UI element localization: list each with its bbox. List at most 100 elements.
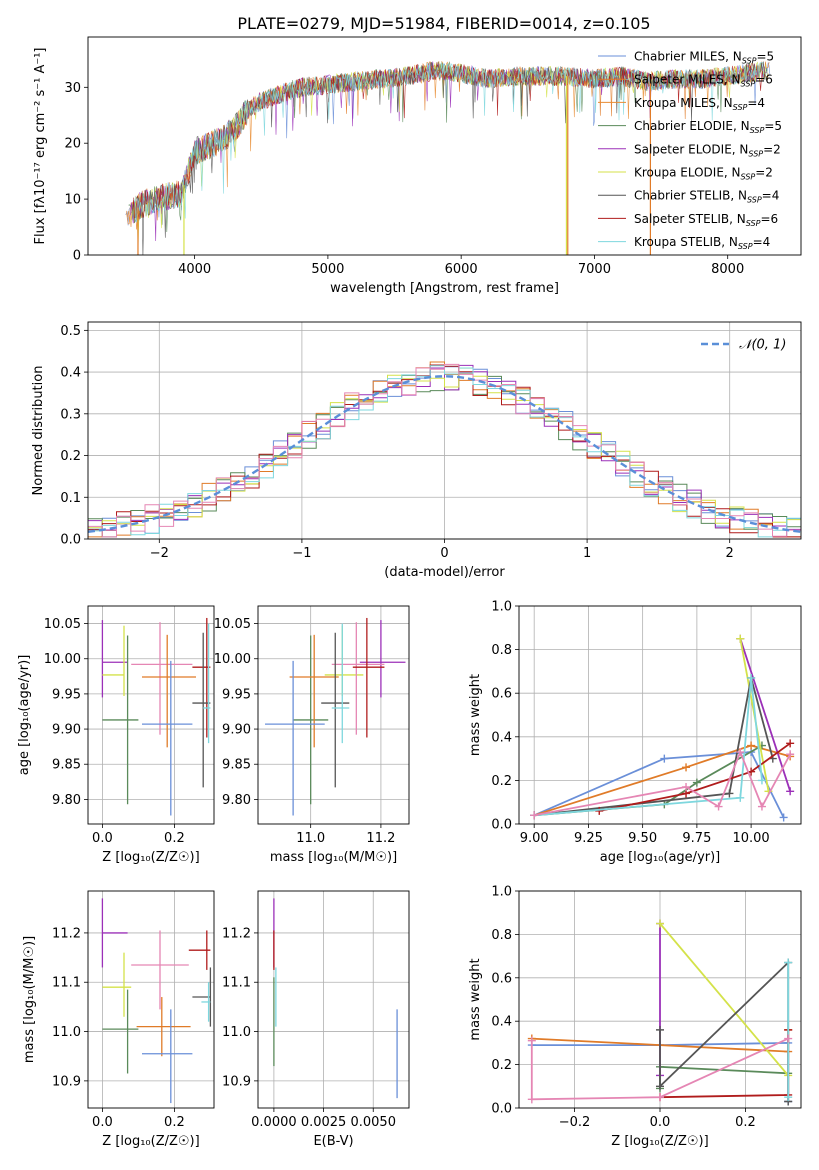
weight-line <box>659 1029 790 1099</box>
weight-line <box>534 677 774 817</box>
weight-marker <box>747 741 756 750</box>
spectrum-line <box>133 61 764 223</box>
weight-marker <box>527 1095 536 1104</box>
weight-marker <box>527 1036 536 1045</box>
error-bar <box>293 635 329 805</box>
axes-frame <box>87 36 802 256</box>
error-bar <box>192 967 212 1027</box>
y-tick-label: 0.6 <box>491 971 512 986</box>
x-tick-label: 8000 <box>711 262 744 277</box>
axes-frame <box>257 605 410 825</box>
y-tick-label: 9.85 <box>222 758 251 773</box>
error-bar <box>101 898 128 968</box>
panel-residuals: −2 −1 0 1 2 0.0 0.1 0.2 0.3 0.4 0.5 (data-model)/er… <box>31 321 802 580</box>
weight-marker <box>682 782 691 791</box>
weight-line <box>534 749 791 817</box>
weight-marker <box>682 763 691 772</box>
error-bar <box>142 634 196 748</box>
plot-area <box>530 634 795 822</box>
y-tick-label: 1.0 <box>491 885 512 900</box>
y-tick-label: 11.2 <box>222 926 251 941</box>
error-bar <box>352 617 385 738</box>
y-tick-label: 0.6 <box>491 687 512 702</box>
axes-frame <box>257 890 410 1109</box>
y-tick-label: 9.80 <box>52 793 81 808</box>
weight-marker <box>784 1093 793 1102</box>
legend-entry: Salpeter ELODIE, NSSP=2 <box>634 142 781 158</box>
y-tick-label: 0.0 <box>491 1102 512 1117</box>
error-bar <box>131 622 193 735</box>
x-axis-label: Z [log₁₀(Z/Z☉)] <box>102 1134 199 1149</box>
weight-marker <box>786 750 795 759</box>
y-tick-label: 0.2 <box>491 774 512 789</box>
x-tick-label: 2 <box>726 546 734 561</box>
figure-title: PLATE=0279, MJD=51984, FIBERID=0014, z=0… <box>237 14 650 33</box>
error-bar <box>102 625 125 697</box>
x-tick-label: 4000 <box>178 262 211 277</box>
weight-line <box>530 1037 789 1101</box>
x-axis-label: Z [log₁₀(Z/Z☉)] <box>102 850 199 865</box>
weight-marker <box>714 802 723 811</box>
y-tick-label: 9.90 <box>52 723 81 738</box>
x-tick-label: 11.0 <box>296 831 325 846</box>
weight-line <box>739 638 792 792</box>
weight-marker <box>786 739 795 748</box>
x-tick-label: 9.00 <box>520 831 549 846</box>
histogram-step <box>88 363 801 538</box>
x-tick-label: 7000 <box>578 262 611 277</box>
plot-area <box>265 617 406 816</box>
plot-area <box>125 60 771 255</box>
legend-entry: Chabrier MILES, NSSP=5 <box>634 50 774 66</box>
y-axis-label: mass weight <box>468 674 483 756</box>
x-tick-label: −0.2 <box>559 1115 591 1130</box>
y-tick-label: 0.0 <box>60 533 81 548</box>
weight-marker <box>656 919 664 928</box>
weight-marker <box>692 778 701 787</box>
spectrum-legend: Chabrier MILES, NSSP=5 Salpeter MILES, NS… <box>598 50 782 251</box>
error-bar <box>324 625 364 697</box>
y-tick-label: 10.00 <box>214 652 251 667</box>
error-bar <box>192 617 211 738</box>
y-tick-label: 10.00 <box>44 652 81 667</box>
y-tick-label: 0.8 <box>491 643 512 658</box>
weight-marker <box>784 1034 793 1043</box>
weight-marker <box>786 787 795 796</box>
y-tick-label: 9.95 <box>52 687 81 702</box>
y-tick-label: 0.1 <box>60 491 81 506</box>
y-tick-label: 10.05 <box>44 617 81 632</box>
x-tick-label: 5000 <box>311 262 344 277</box>
x-axis-label: mass [log₁₀(M/M☉)] <box>270 850 397 865</box>
x-tick-label: 6000 <box>445 262 478 277</box>
plot-area <box>88 361 801 538</box>
histogram-step <box>88 365 801 538</box>
x-axis-label: Z [log₁₀(Z/Z☉)] <box>611 1134 708 1149</box>
x-tick-label: 0.0 <box>650 1115 671 1130</box>
y-axis-label: mass [log₁₀(M/M☉)] <box>22 936 37 1063</box>
weight-marker <box>736 793 745 802</box>
y-tick-label: 0.2 <box>491 1058 512 1073</box>
error-bar <box>321 632 350 788</box>
weight-marker <box>656 1025 664 1034</box>
panel-age_vs_mass: 11.0 11.2 9.80 9.85 9.90 9.95 10.00 10.05 mass [… <box>214 605 410 865</box>
axes-frame <box>87 321 802 540</box>
legend-entry: Kroupa STELIB, NSSP=4 <box>634 235 770 251</box>
weight-marker <box>747 673 756 682</box>
gaussian-curve <box>88 375 801 533</box>
x-tick-label: 9.25 <box>574 831 603 846</box>
error-bar <box>142 660 193 816</box>
legend-entry: Kroupa MILES, NSSP=4 <box>634 96 765 112</box>
weight-marker <box>656 1082 664 1091</box>
panel-mass_vs_Z: 0.0 0.2 10.9 11.0 11.1 11.2 Z [log₁₀(Z/Z☉)] mas… <box>22 890 215 1149</box>
x-tick-label: 0.0 <box>92 1115 113 1130</box>
y-tick-label: 0.8 <box>491 928 512 943</box>
x-tick-label: 0.0 <box>92 831 113 846</box>
weight-line <box>599 742 791 812</box>
error-bar <box>201 982 211 1022</box>
error-bar <box>102 952 132 1017</box>
weight-marker <box>736 748 745 757</box>
y-tick-label: 0.4 <box>491 1015 512 1030</box>
y-tick-label: 0.5 <box>60 324 81 339</box>
weight-marker <box>595 806 604 815</box>
weight-marker <box>757 802 766 811</box>
